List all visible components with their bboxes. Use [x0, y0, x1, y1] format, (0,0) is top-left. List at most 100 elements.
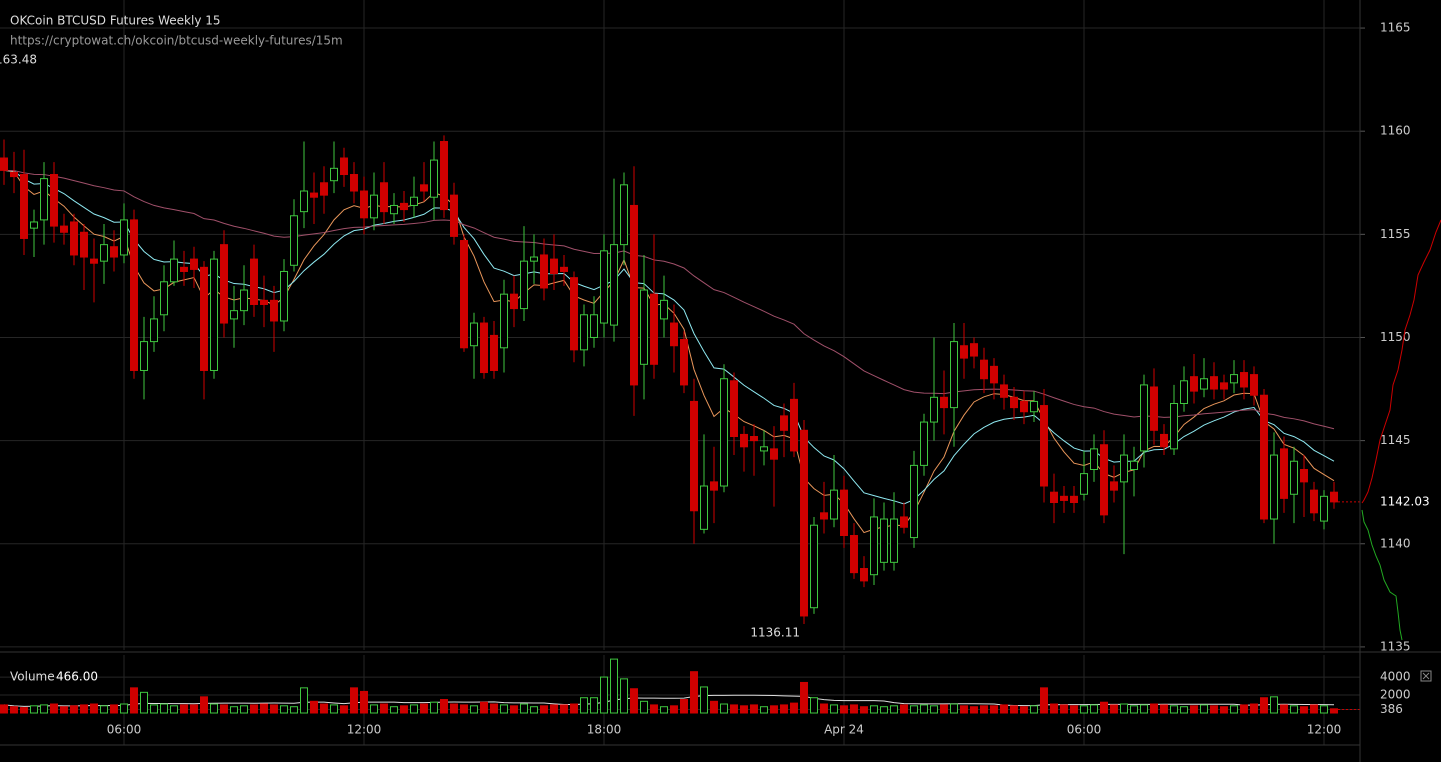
volume-bar [630, 688, 638, 714]
candle-body [410, 196, 418, 206]
candle-body [210, 258, 218, 371]
volume-bar [1210, 705, 1218, 714]
x-tick-label: 12:00 [1307, 723, 1342, 737]
volume-bar [830, 704, 838, 714]
candle-body [780, 415, 788, 431]
candle-body [840, 489, 848, 537]
volume-bar [990, 705, 998, 714]
volume-bar [1070, 705, 1078, 714]
x-tick-label: 18:00 [587, 723, 622, 737]
volume-bar [710, 700, 718, 714]
volume-bar [490, 703, 498, 714]
candle-body [220, 244, 228, 324]
candle-body [440, 141, 448, 211]
chart-title: OKCoin BTCUSD Futures Weekly 15 [10, 14, 221, 28]
volume-bar [40, 704, 48, 714]
volume-bar [410, 704, 418, 714]
volume-bar [370, 704, 378, 714]
volume-bar [860, 706, 868, 714]
close-button[interactable] [1420, 670, 1432, 682]
volume-bar [1110, 704, 1118, 714]
candle-body [1100, 444, 1108, 516]
volume-bar [290, 706, 298, 714]
volume-readout: 466.00 [56, 670, 98, 684]
candle-body [1170, 402, 1178, 450]
last-price-label: 1142.03 [1380, 494, 1430, 508]
moving-average [3, 169, 1335, 430]
candle-body [770, 448, 778, 460]
candle-body [860, 568, 868, 582]
candle-body [120, 219, 128, 256]
volume-bar [480, 701, 488, 714]
volume-title: Volume [10, 670, 55, 684]
volume-bar [540, 705, 548, 714]
candle-body [640, 289, 648, 365]
volume-bar [1120, 703, 1128, 714]
volume-bar [1280, 704, 1288, 714]
candle-body [1090, 448, 1098, 471]
candle-body [1010, 396, 1018, 409]
high-label: 1163.48 [0, 53, 37, 67]
volume-bar [1330, 708, 1338, 714]
volume-bar [550, 704, 558, 714]
volume-bar [350, 687, 358, 714]
candle-body [310, 192, 318, 198]
candle-body [890, 518, 898, 563]
volume-bar [1050, 703, 1058, 714]
candle-body [680, 339, 688, 386]
x-tick-label: 06:00 [107, 723, 142, 737]
volume-bar [590, 697, 598, 714]
volume-bar [570, 703, 578, 714]
candle-body [810, 524, 818, 609]
volume-bar [1100, 701, 1108, 714]
volume-bar [210, 703, 218, 714]
depth-bids [1361, 219, 1441, 504]
candle-body [1180, 380, 1188, 404]
candle-body [330, 167, 338, 182]
candle-body [940, 396, 948, 409]
candle-body [1290, 460, 1298, 495]
volume-bar [1300, 706, 1308, 714]
volume-bar [670, 705, 678, 714]
volume-bar [530, 706, 538, 714]
volume-bar [320, 703, 328, 714]
volume-bar [850, 704, 858, 714]
candle-body [790, 398, 798, 452]
candle-body [1190, 376, 1198, 392]
volume-bar [640, 700, 648, 714]
volume-bar [260, 703, 268, 714]
volume-bar [880, 706, 888, 714]
volume-bar [150, 704, 158, 714]
candle-body [250, 258, 258, 305]
y-tick-label: 1135 [1380, 639, 1411, 653]
candle-body [620, 184, 628, 246]
volume-bar [120, 703, 128, 714]
candle-body [300, 190, 308, 213]
volume-bar [230, 706, 238, 714]
volume-bar [560, 704, 568, 714]
volume-bar [770, 705, 778, 714]
candle-body [270, 299, 278, 322]
candle-body [870, 516, 878, 576]
volume-bar [20, 707, 28, 714]
candle-body [70, 221, 78, 256]
volume-bar [280, 705, 288, 714]
volume-bar [1130, 705, 1138, 714]
candle-body [340, 157, 348, 176]
volume-bar [1080, 705, 1088, 714]
volume-bar [840, 705, 848, 714]
candle-body [610, 244, 618, 326]
volume-bar [720, 703, 728, 714]
candle-body [910, 464, 918, 539]
volume-bar [940, 704, 948, 714]
volume-bar [420, 703, 428, 714]
volume-bar [870, 705, 878, 714]
candle-body [90, 258, 98, 264]
volume-bar [330, 704, 338, 714]
volume-bar [180, 704, 188, 714]
volume-bar [650, 704, 658, 714]
candle-body [880, 518, 888, 563]
candle-body [1130, 460, 1138, 471]
volume-bar [800, 681, 808, 714]
